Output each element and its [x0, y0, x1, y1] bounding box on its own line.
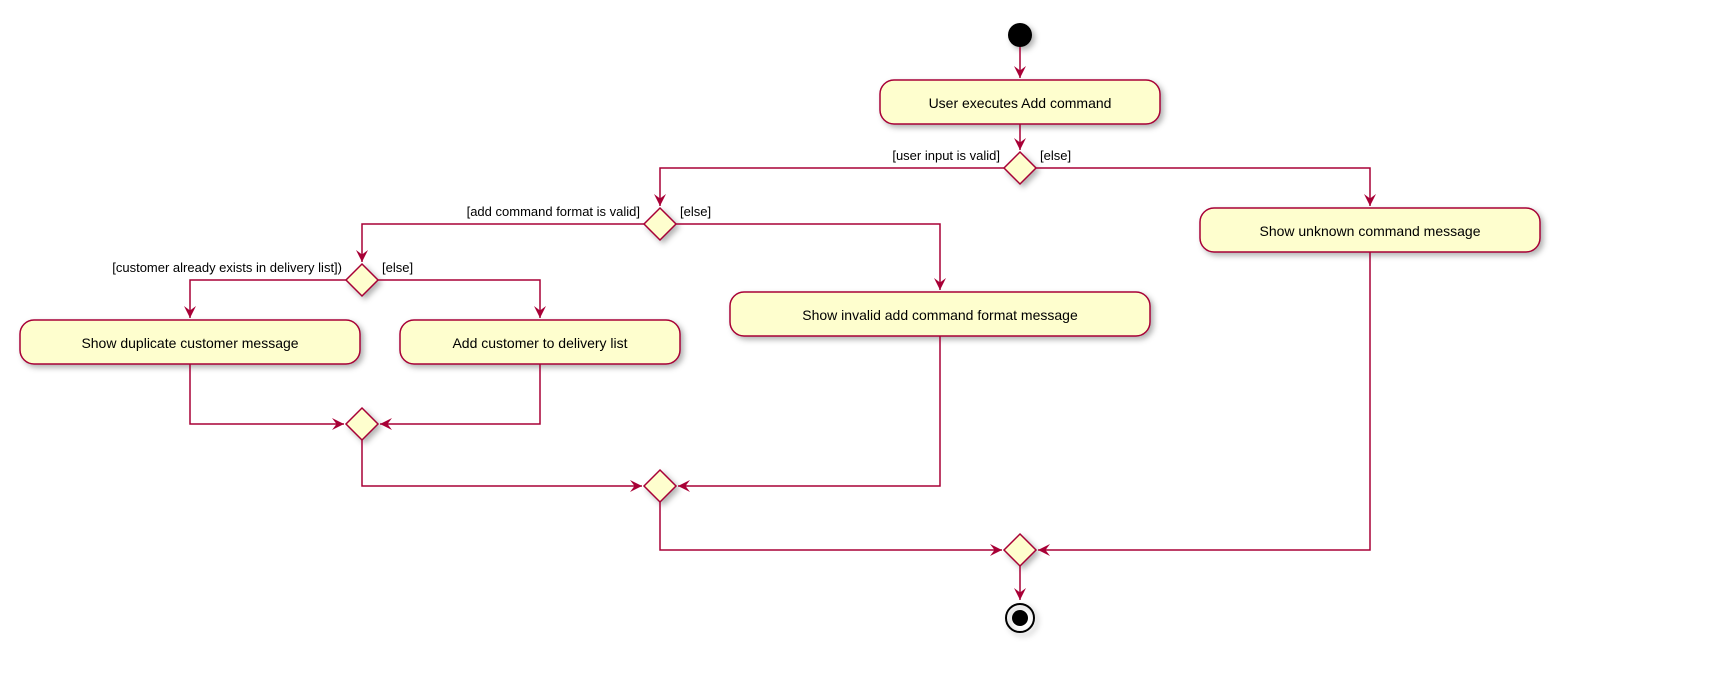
decision-d3-right-label: [else] [382, 260, 413, 275]
decision-d3-left-label: [customer already exists in delivery lis… [112, 260, 342, 275]
decision-d2-left-label: [add command format is valid] [467, 204, 640, 219]
activity-user-executes-label: User executes Add command [929, 95, 1112, 111]
activity-add-customer-label: Add customer to delivery list [452, 335, 627, 351]
start-node [1008, 23, 1032, 47]
activity-show-duplicate-label: Show duplicate customer message [81, 335, 298, 351]
activity-show-unknown-label: Show unknown command message [1259, 223, 1480, 239]
merge-m1 [346, 408, 378, 440]
decision-d1-right-label: [else] [1040, 148, 1071, 163]
merge-m2 [644, 470, 676, 502]
activity-diagram: User executes Add command [user input is… [0, 0, 1734, 700]
decision-d2-right-label: [else] [680, 204, 711, 219]
decision-add-format-valid [644, 208, 676, 240]
end-node-inner [1012, 610, 1028, 626]
merge-m3 [1004, 534, 1036, 566]
decision-user-input-valid [1004, 152, 1036, 184]
activity-show-invalid-label: Show invalid add command format message [802, 307, 1078, 323]
decision-customer-exists [346, 264, 378, 296]
decision-d1-left-label: [user input is valid] [892, 148, 1000, 163]
